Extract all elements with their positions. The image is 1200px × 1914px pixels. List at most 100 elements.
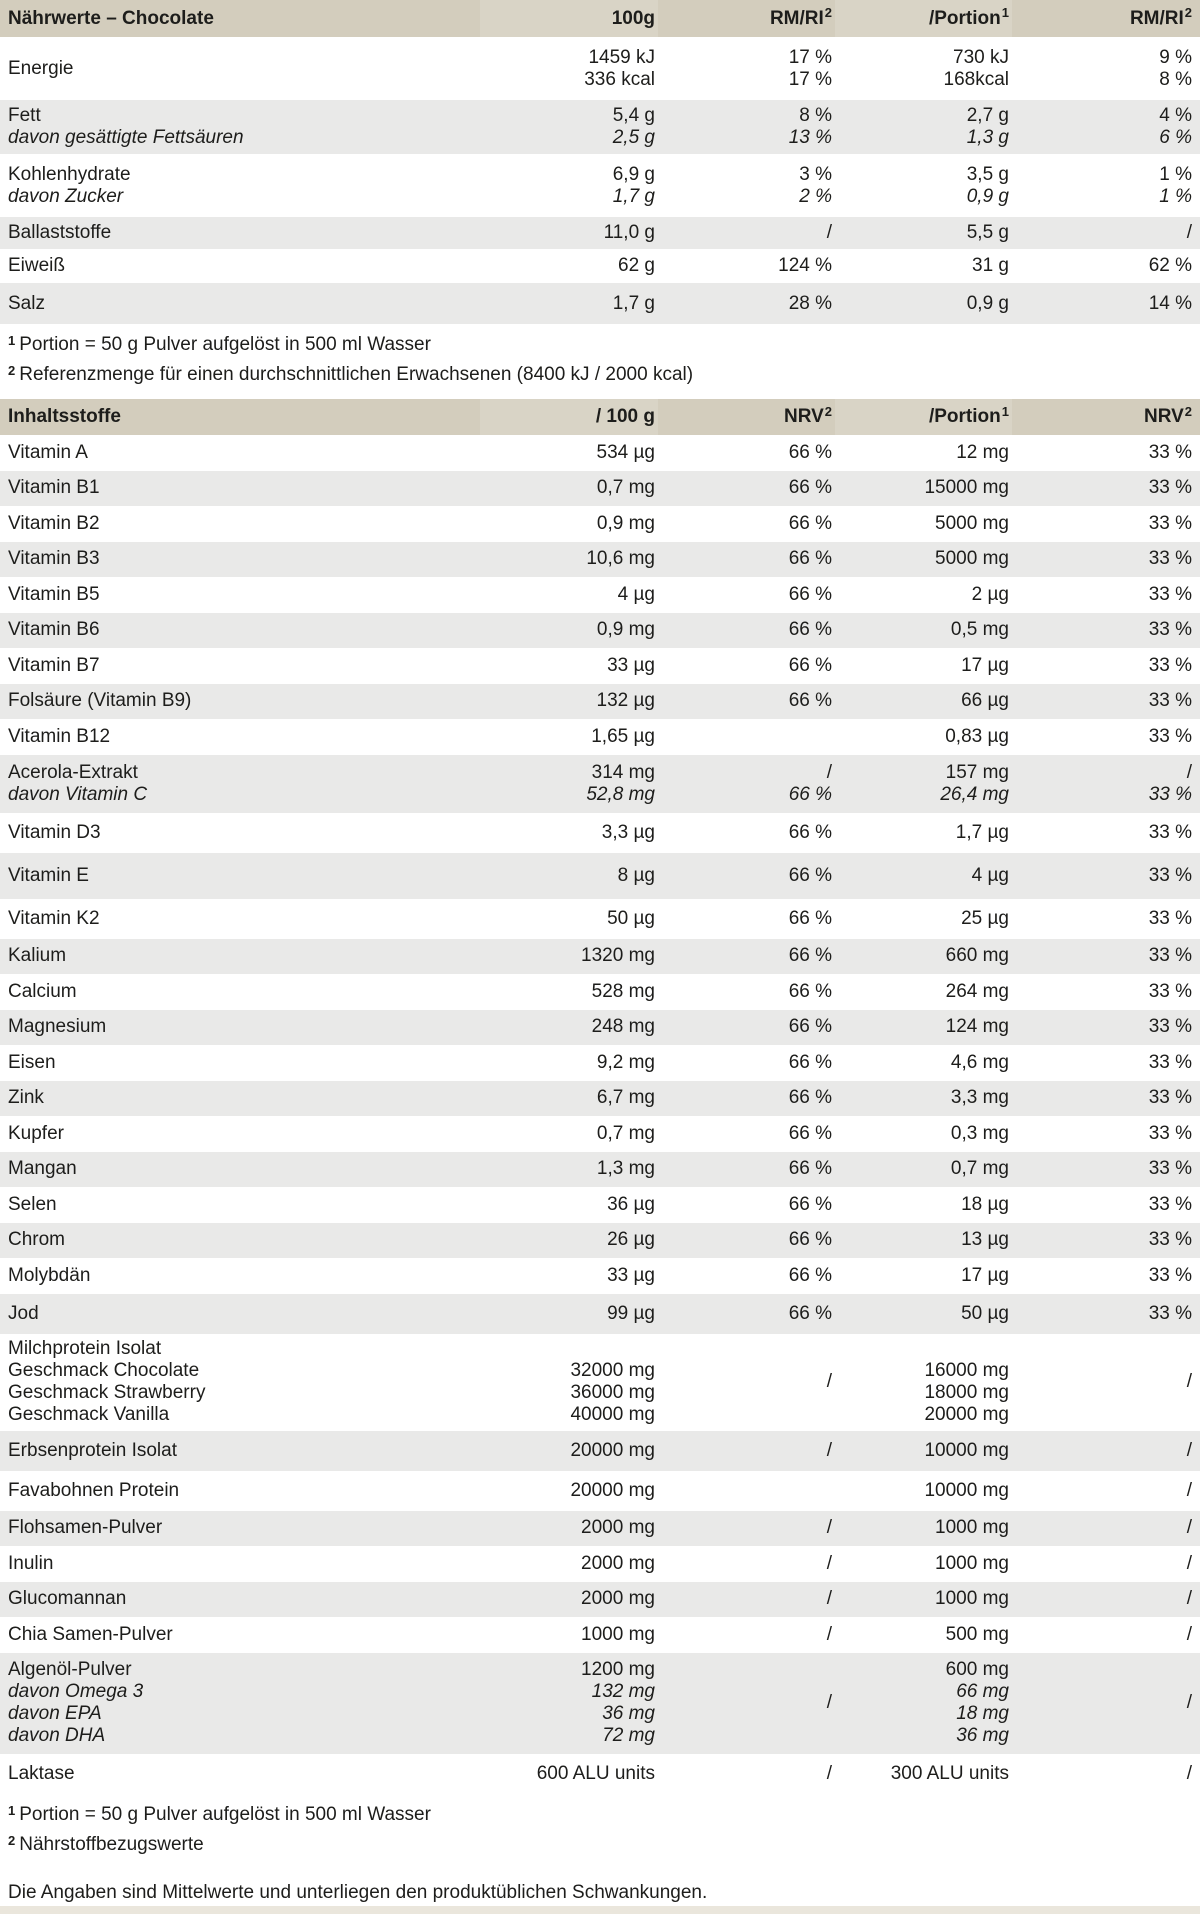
value-cell: 66 % bbox=[658, 1081, 835, 1117]
value-cell: / bbox=[1012, 1754, 1200, 1794]
table-header-row: Nährwerte – Chocolate 100g RM/RI 2/Portion 1… bbox=[0, 0, 1200, 37]
value-cell: 28 % bbox=[658, 283, 835, 324]
text-line: / bbox=[826, 1439, 832, 1461]
text-line: Vitamin B5 bbox=[8, 583, 100, 605]
value-cell: 6,9 g 1,7 g bbox=[480, 154, 658, 217]
table-row: Energie 1459 kJ 336 kcal 17 % 17 % 730 kJ 168k… bbox=[0, 37, 1200, 100]
text-line: 5000 mg bbox=[935, 512, 1009, 534]
text-line: 33 % bbox=[1148, 654, 1192, 676]
text-line: / bbox=[826, 1552, 832, 1574]
text-line: 33 % bbox=[1148, 1087, 1192, 1109]
value-cell: / bbox=[658, 1334, 835, 1431]
text-line: Vitamin K2 bbox=[8, 907, 100, 929]
value-cell: 2000 mg bbox=[480, 1582, 658, 1618]
text-line: 1000 mg bbox=[935, 1517, 1009, 1539]
value-cell: 66 % bbox=[658, 853, 835, 899]
text-line: 33 % bbox=[1148, 477, 1192, 499]
text-line: 0,9 mg bbox=[596, 512, 655, 534]
table-row: Vitamin A 534 µg 66 % 12 mg 33 % bbox=[0, 435, 1200, 471]
value-cell: 600 ALU units bbox=[480, 1754, 658, 1794]
value-cell: 33 % bbox=[1012, 506, 1200, 542]
text-line: 18 µg bbox=[961, 1193, 1009, 1215]
text-line: 66 % bbox=[788, 690, 832, 712]
value-cell: 33 % bbox=[1012, 853, 1200, 899]
table-row: Favabohnen Protein 20000 mg 10000 mg / bbox=[0, 1470, 1200, 1511]
row-label: Calcium bbox=[0, 974, 480, 1010]
value-cell: 8 µg bbox=[480, 853, 658, 899]
text-line: 66 % bbox=[788, 583, 832, 605]
text-line: 12 mg bbox=[956, 441, 1009, 463]
table-row: Vitamin B7 33 µg 66 % 17 µg 33 % bbox=[0, 648, 1200, 684]
text-line: 6,9 g bbox=[612, 163, 655, 185]
text-line: davon gesättigte Fettsäuren bbox=[8, 127, 244, 148]
text-line: 132 mg bbox=[591, 1681, 655, 1702]
table-row: Magnesium 248 mg 66 % 124 mg 33 % bbox=[0, 1009, 1200, 1046]
row-label: Selen bbox=[0, 1187, 480, 1223]
text-line: 16000 mg bbox=[924, 1360, 1009, 1381]
value-cell: / bbox=[1012, 1431, 1200, 1471]
text-line: 66 % bbox=[788, 1087, 832, 1109]
text-line: 33 % bbox=[1148, 1302, 1192, 1324]
value-cell: / bbox=[1012, 1546, 1200, 1582]
value-cell: / bbox=[1012, 217, 1200, 249]
text-line: Eisen bbox=[8, 1051, 56, 1073]
text-line: davon Zucker bbox=[8, 185, 124, 207]
text-line: 36 mg bbox=[602, 1703, 655, 1724]
value-cell: 66 % bbox=[658, 1258, 835, 1294]
text-line: / bbox=[1186, 761, 1192, 783]
text-line: 3,5 g bbox=[966, 163, 1009, 185]
text-line: / bbox=[1186, 1552, 1192, 1574]
text-line: 14 % bbox=[1148, 292, 1192, 314]
footnote-marker: 2 bbox=[8, 363, 16, 378]
text-line: Milchprotein Isolat bbox=[8, 1338, 162, 1359]
value-cell: 4 % 6 % bbox=[1012, 100, 1200, 154]
text-line: Eiweiß bbox=[8, 255, 66, 276]
text-line: Inulin bbox=[8, 1552, 54, 1574]
text-line: / bbox=[826, 1588, 832, 1610]
value-cell: 10000 mg bbox=[835, 1431, 1012, 1471]
text-line: 33 % bbox=[1148, 512, 1192, 534]
text-line: davon EPA bbox=[8, 1703, 102, 1724]
text-line: davon Omega 3 bbox=[8, 1681, 144, 1702]
text-line: 15000 mg bbox=[924, 477, 1009, 499]
footnotes: 1 Portion = 50 g Pulver aufgelöst in 500 … bbox=[0, 324, 1200, 390]
value-cell: 33 % bbox=[1012, 435, 1200, 471]
footnotes: 1 Portion = 50 g Pulver aufgelöst in 500 … bbox=[0, 1794, 1200, 1860]
table-row: Algenöl-Pulver davon Omega 3 davon EPA davo… bbox=[0, 1652, 1200, 1754]
text-line: 6 % bbox=[1159, 127, 1192, 148]
row-label: Glucomannan bbox=[0, 1582, 480, 1618]
text-line: Geschmack Chocolate bbox=[8, 1360, 200, 1381]
value-cell: 4 µg bbox=[835, 853, 1012, 899]
row-label: Vitamin B1 bbox=[0, 471, 480, 507]
text-line: 66 % bbox=[788, 1158, 832, 1180]
text-line: 528 mg bbox=[591, 980, 655, 1002]
text-line: 0,9 mg bbox=[596, 619, 655, 641]
text-line: 66 % bbox=[788, 1264, 832, 1286]
value-cell: 9 % 8 % bbox=[1012, 37, 1200, 100]
text-line: 0,3 mg bbox=[950, 1122, 1009, 1144]
value-cell: 33 % bbox=[1012, 1223, 1200, 1259]
value-cell: 314 mg 52,8 mg bbox=[480, 755, 658, 813]
text-line: 17 µg bbox=[961, 1264, 1009, 1286]
value-cell: 528 mg bbox=[480, 974, 658, 1010]
text-line: 1200 mg bbox=[581, 1659, 655, 1680]
text-line: / bbox=[1186, 1517, 1192, 1539]
row-label: Energie bbox=[0, 37, 480, 100]
text-line: / bbox=[826, 1517, 832, 1539]
text-line: 36000 mg bbox=[570, 1382, 655, 1403]
row-label: Vitamin B2 bbox=[0, 506, 480, 542]
value-cell: 33 % bbox=[1012, 1010, 1200, 1046]
value-cell: 5000 mg bbox=[835, 542, 1012, 578]
value-cell: 99 µg bbox=[480, 1294, 658, 1334]
row-label: Inulin bbox=[0, 1546, 480, 1582]
value-cell: 17 % 17 % bbox=[658, 37, 835, 100]
table-row: Vitamin B1 0,7 mg 66 % 15000 mg 33 % bbox=[0, 470, 1200, 507]
text-line: 66 % bbox=[788, 477, 832, 499]
text-line: 0,7 mg bbox=[950, 1158, 1009, 1180]
value-cell: 66 % bbox=[658, 813, 835, 853]
text-line: 1000 mg bbox=[935, 1588, 1009, 1610]
value-cell: 5,5 g bbox=[835, 217, 1012, 249]
text-line: 1,7 g bbox=[612, 185, 655, 207]
column-header: RM/RI 2 bbox=[658, 0, 835, 37]
row-label: Flohsamen-Pulver bbox=[0, 1511, 480, 1547]
